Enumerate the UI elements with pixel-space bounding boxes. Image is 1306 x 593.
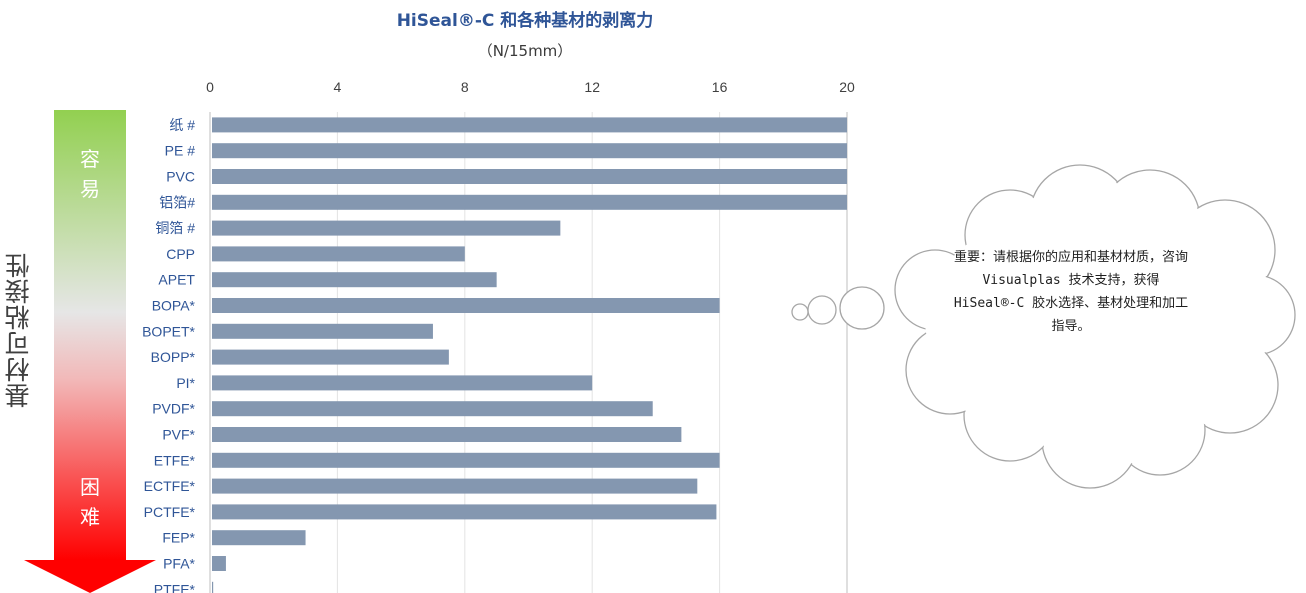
category-label: PVDF*: [152, 401, 195, 417]
category-label: APET: [158, 272, 195, 288]
category-labels: 纸 # PE # PVC 铝箔# 铜箔 # CPP APET BOPA* BOPET* BOPP*…: [142, 117, 195, 593]
x-tick-label: 20: [839, 79, 855, 95]
bar-17: [212, 556, 226, 571]
adhesion-axis-label: 基材可粘接性: [4, 252, 33, 408]
bar-4: [212, 220, 561, 236]
category-label: 铜箔 #: [155, 220, 195, 236]
bar-15: [212, 504, 717, 520]
bar-12: [212, 427, 682, 442]
category-label: PE #: [165, 143, 196, 159]
bar-7: [212, 298, 720, 313]
category-label: FEP*: [162, 530, 195, 546]
category-label: 铝箔#: [159, 194, 195, 210]
category-label: PTFE*: [154, 581, 196, 593]
hard-label: 困 难: [54, 472, 126, 532]
x-tick-labels: 0 4 8 12 16 20: [206, 79, 855, 95]
category-label: PI*: [176, 375, 195, 391]
bar-5: [212, 246, 465, 262]
hard-char-2: 难: [80, 505, 100, 529]
adhesion-arrow-head: [24, 560, 156, 593]
x-tick-label: 4: [334, 79, 342, 95]
bar-1: [212, 143, 847, 159]
category-label: CPP: [166, 246, 195, 262]
bar-3: [212, 194, 847, 210]
bar-9: [212, 349, 449, 365]
bar-16: [212, 530, 306, 546]
x-tick-label: 0: [206, 79, 214, 95]
bubble-large: [839, 286, 885, 330]
bar-8: [212, 323, 433, 339]
category-label: BOPP*: [151, 349, 196, 365]
bubble-medium: [807, 295, 837, 325]
bars: [212, 117, 847, 593]
category-label: 纸 #: [169, 117, 195, 133]
cloud-note-text: 重要：请根据你的应用和基材材质，咨询 Visualplas 技术支持，获得 Hi…: [953, 250, 1189, 334]
thought-bubbles: [791, 286, 885, 330]
chart-title: HiSeal®-C 和各种基材的剥离力: [396, 11, 654, 31]
x-tick-label: 12: [584, 79, 600, 95]
bar-13: [212, 452, 720, 468]
x-tick-label: 16: [712, 79, 728, 95]
hard-char-1: 困: [80, 475, 100, 499]
category-label: BOPA*: [152, 298, 196, 314]
category-label: PCTFE*: [144, 504, 196, 520]
bubble-small: [791, 303, 809, 321]
bar-18: [212, 581, 214, 593]
category-label: BOPET*: [142, 323, 195, 339]
x-tick-label: 8: [461, 79, 469, 95]
bar-6: [212, 272, 497, 288]
category-label: PFA*: [163, 556, 195, 572]
easy-label: 容 易: [54, 144, 126, 204]
bar-11: [212, 401, 653, 417]
bar-2: [212, 169, 847, 184]
chart-unit: （N/15mm）: [477, 42, 573, 60]
category-label: PVC: [166, 169, 195, 185]
category-label: PVF*: [162, 427, 195, 443]
adhesion-arrow: [24, 110, 156, 593]
easy-char-2: 易: [80, 177, 100, 201]
bar-0: [212, 117, 847, 133]
bar-10: [212, 375, 593, 391]
category-label: ECTFE*: [144, 478, 196, 494]
adhesion-arrow-shaft: [54, 110, 126, 560]
category-label: ETFE*: [154, 452, 196, 468]
bar-14: [212, 478, 698, 494]
easy-char-1: 容: [80, 147, 100, 171]
